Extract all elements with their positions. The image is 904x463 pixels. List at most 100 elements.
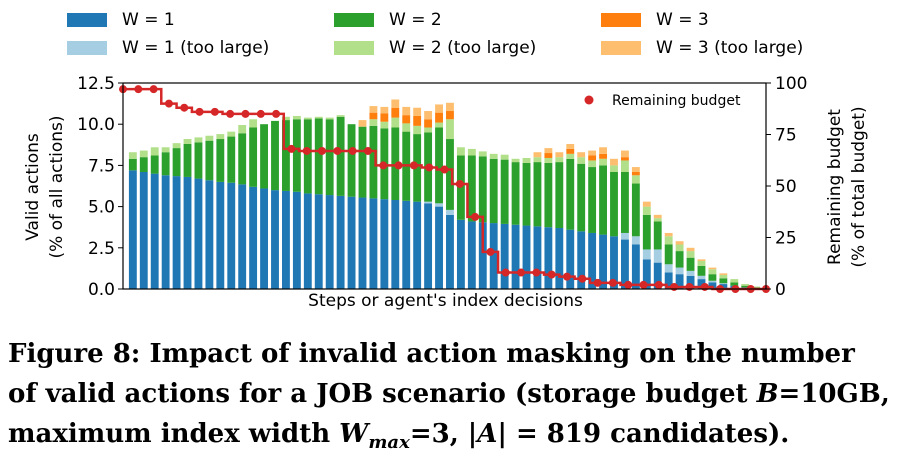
bar-segment [282,116,290,121]
bar-segment [621,157,629,161]
bar-segment [555,162,564,229]
bar-segment [631,175,640,184]
bar-segment [435,127,443,204]
bar-segment [456,147,465,156]
bar-segment [249,119,258,128]
bar-segment [336,115,345,117]
budget-point [425,163,434,172]
bar-segment [467,155,476,222]
bar-segment [380,121,389,129]
budget-point [685,282,694,291]
bar-segment [577,231,586,289]
bar-segment [610,165,618,172]
bar-segment [369,106,378,113]
bar-segment [183,176,192,289]
bar-segment [456,219,465,289]
caption-text: | = 819 candidates). [497,419,790,449]
bar-segment [697,259,706,261]
bar-segment [238,133,247,185]
bar-segment [260,124,268,189]
bar-series [128,99,761,289]
left-tick-label: 12.5 [77,74,115,94]
bar-segment [642,201,651,207]
bar-segment [413,115,422,126]
budget-point [348,146,357,155]
budget-point [486,247,495,256]
bar-segment [139,150,148,158]
left-tick-label: 10.0 [77,115,115,135]
budget-point [517,268,526,277]
bar-segment [653,249,662,263]
bar-segment [292,119,301,192]
bar-segment [172,176,181,289]
bar-segment [216,181,225,289]
bar-segment [719,284,728,289]
bar-segment [675,274,684,289]
bar-segment [610,171,618,237]
legend-label: W = 3 (too large) [656,38,803,58]
bar-segment [599,147,607,154]
bar-segment [424,127,433,133]
bar-segment [741,285,750,288]
bar-segment [697,279,706,289]
budget-point [440,165,449,174]
bar-segment [369,112,378,120]
bar-segment [282,120,290,191]
caption-line-3: maximum index width Wmax=3, |A| = 819 ca… [8,414,898,463]
bar-segment [675,267,684,275]
bar-segment [194,178,203,289]
bar-segment [358,126,367,198]
bar-segment [467,221,476,289]
caption-variable: B [756,379,779,409]
bar-segment [686,247,695,252]
bar-segment [631,171,640,176]
bar-segment [686,251,695,258]
caption-text: of valid actions for a JOB scenario (sto… [8,379,757,409]
budget-point [318,146,327,155]
bar-segment [730,279,739,283]
budget-point [363,146,372,155]
bar-segment [588,155,597,161]
bar-segment [435,122,443,128]
bar-segment [566,153,575,159]
legend-label: W = 1 [122,10,175,30]
bar-segment [489,223,498,289]
x-axis-label: Steps or agent's index decisions [308,291,583,311]
budget-point [409,161,418,170]
bar-segment [741,284,750,286]
bar-segment [566,229,575,289]
budget-point [272,109,281,118]
right-axis-label: Remaining budget [825,109,845,265]
bar-segment [413,134,422,202]
bar-segment [621,171,629,233]
bar-segment [664,264,673,273]
bar-segment [631,244,640,289]
bar-segment [369,198,378,289]
bar-segment [708,274,717,281]
budget-point [195,107,204,116]
left-axis-label: Valid actions [23,133,43,241]
budget-point [134,85,143,94]
bar-segment [435,112,443,123]
bar-segment [238,184,247,289]
bar-segment [391,99,400,108]
bar-segment [128,158,137,171]
bar-segment [730,282,739,286]
budget-line-path [123,87,766,291]
figure-caption: Figure 8: Impact of invalid action maski… [8,334,898,463]
bar-segment [621,239,629,289]
bar-segment [511,224,520,289]
legend-label: W = 1 (too large) [122,38,269,58]
bar-segment [172,143,181,149]
bar-segment [588,150,597,156]
bar-segment [413,107,422,116]
bar-segment [533,157,542,163]
budget-point [471,212,480,221]
left-axis-label: (% of all actions) [47,115,67,258]
bar-segment [314,118,323,195]
budget-point [149,85,158,94]
legend-swatch [67,41,107,55]
bar-segment [194,142,203,179]
bar-segment [675,244,684,252]
budget-point [670,282,679,291]
